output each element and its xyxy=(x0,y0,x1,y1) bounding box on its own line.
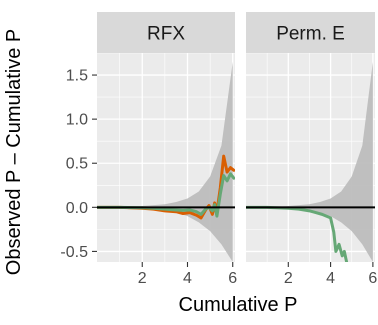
x-tick-label: 2 xyxy=(138,270,147,287)
y-tick-label: 1.5 xyxy=(66,68,88,85)
y-axis-title: Observed P – Cumulative P xyxy=(3,29,25,275)
x-tick-label: 4 xyxy=(183,270,192,287)
x-tick-label: 2 xyxy=(284,270,293,287)
facet-title: RFX xyxy=(147,24,185,45)
y-tick-label: -0.5 xyxy=(60,244,88,261)
plot-area xyxy=(97,53,235,262)
facet-strip xyxy=(246,12,375,53)
x-axis-title: Cumulative P xyxy=(179,294,298,316)
series-line-1 xyxy=(246,205,349,262)
plot-area xyxy=(246,53,375,262)
facet-panel-1: RFX 2 4 6 xyxy=(97,12,237,287)
panels: RFX 2 4 6 Perm. E 2 4 6 xyxy=(97,12,377,287)
x-tick-label: 4 xyxy=(326,270,335,287)
facet-panel-2: Perm. E 2 4 6 xyxy=(246,12,377,287)
y-tick-label: 1.0 xyxy=(66,112,88,129)
facet-strip xyxy=(97,12,235,53)
y-tick-label: 0.5 xyxy=(66,156,88,173)
series-line-2 xyxy=(97,172,235,218)
x-tick-label: 6 xyxy=(368,270,377,287)
x-tick-label: 6 xyxy=(228,270,237,287)
facet-title: Perm. E xyxy=(276,24,345,45)
y-axis: -0.5 0.0 0.5 1.0 1.5 xyxy=(60,68,97,261)
y-tick-label: 0.0 xyxy=(66,200,88,217)
confidence-band xyxy=(246,61,373,262)
